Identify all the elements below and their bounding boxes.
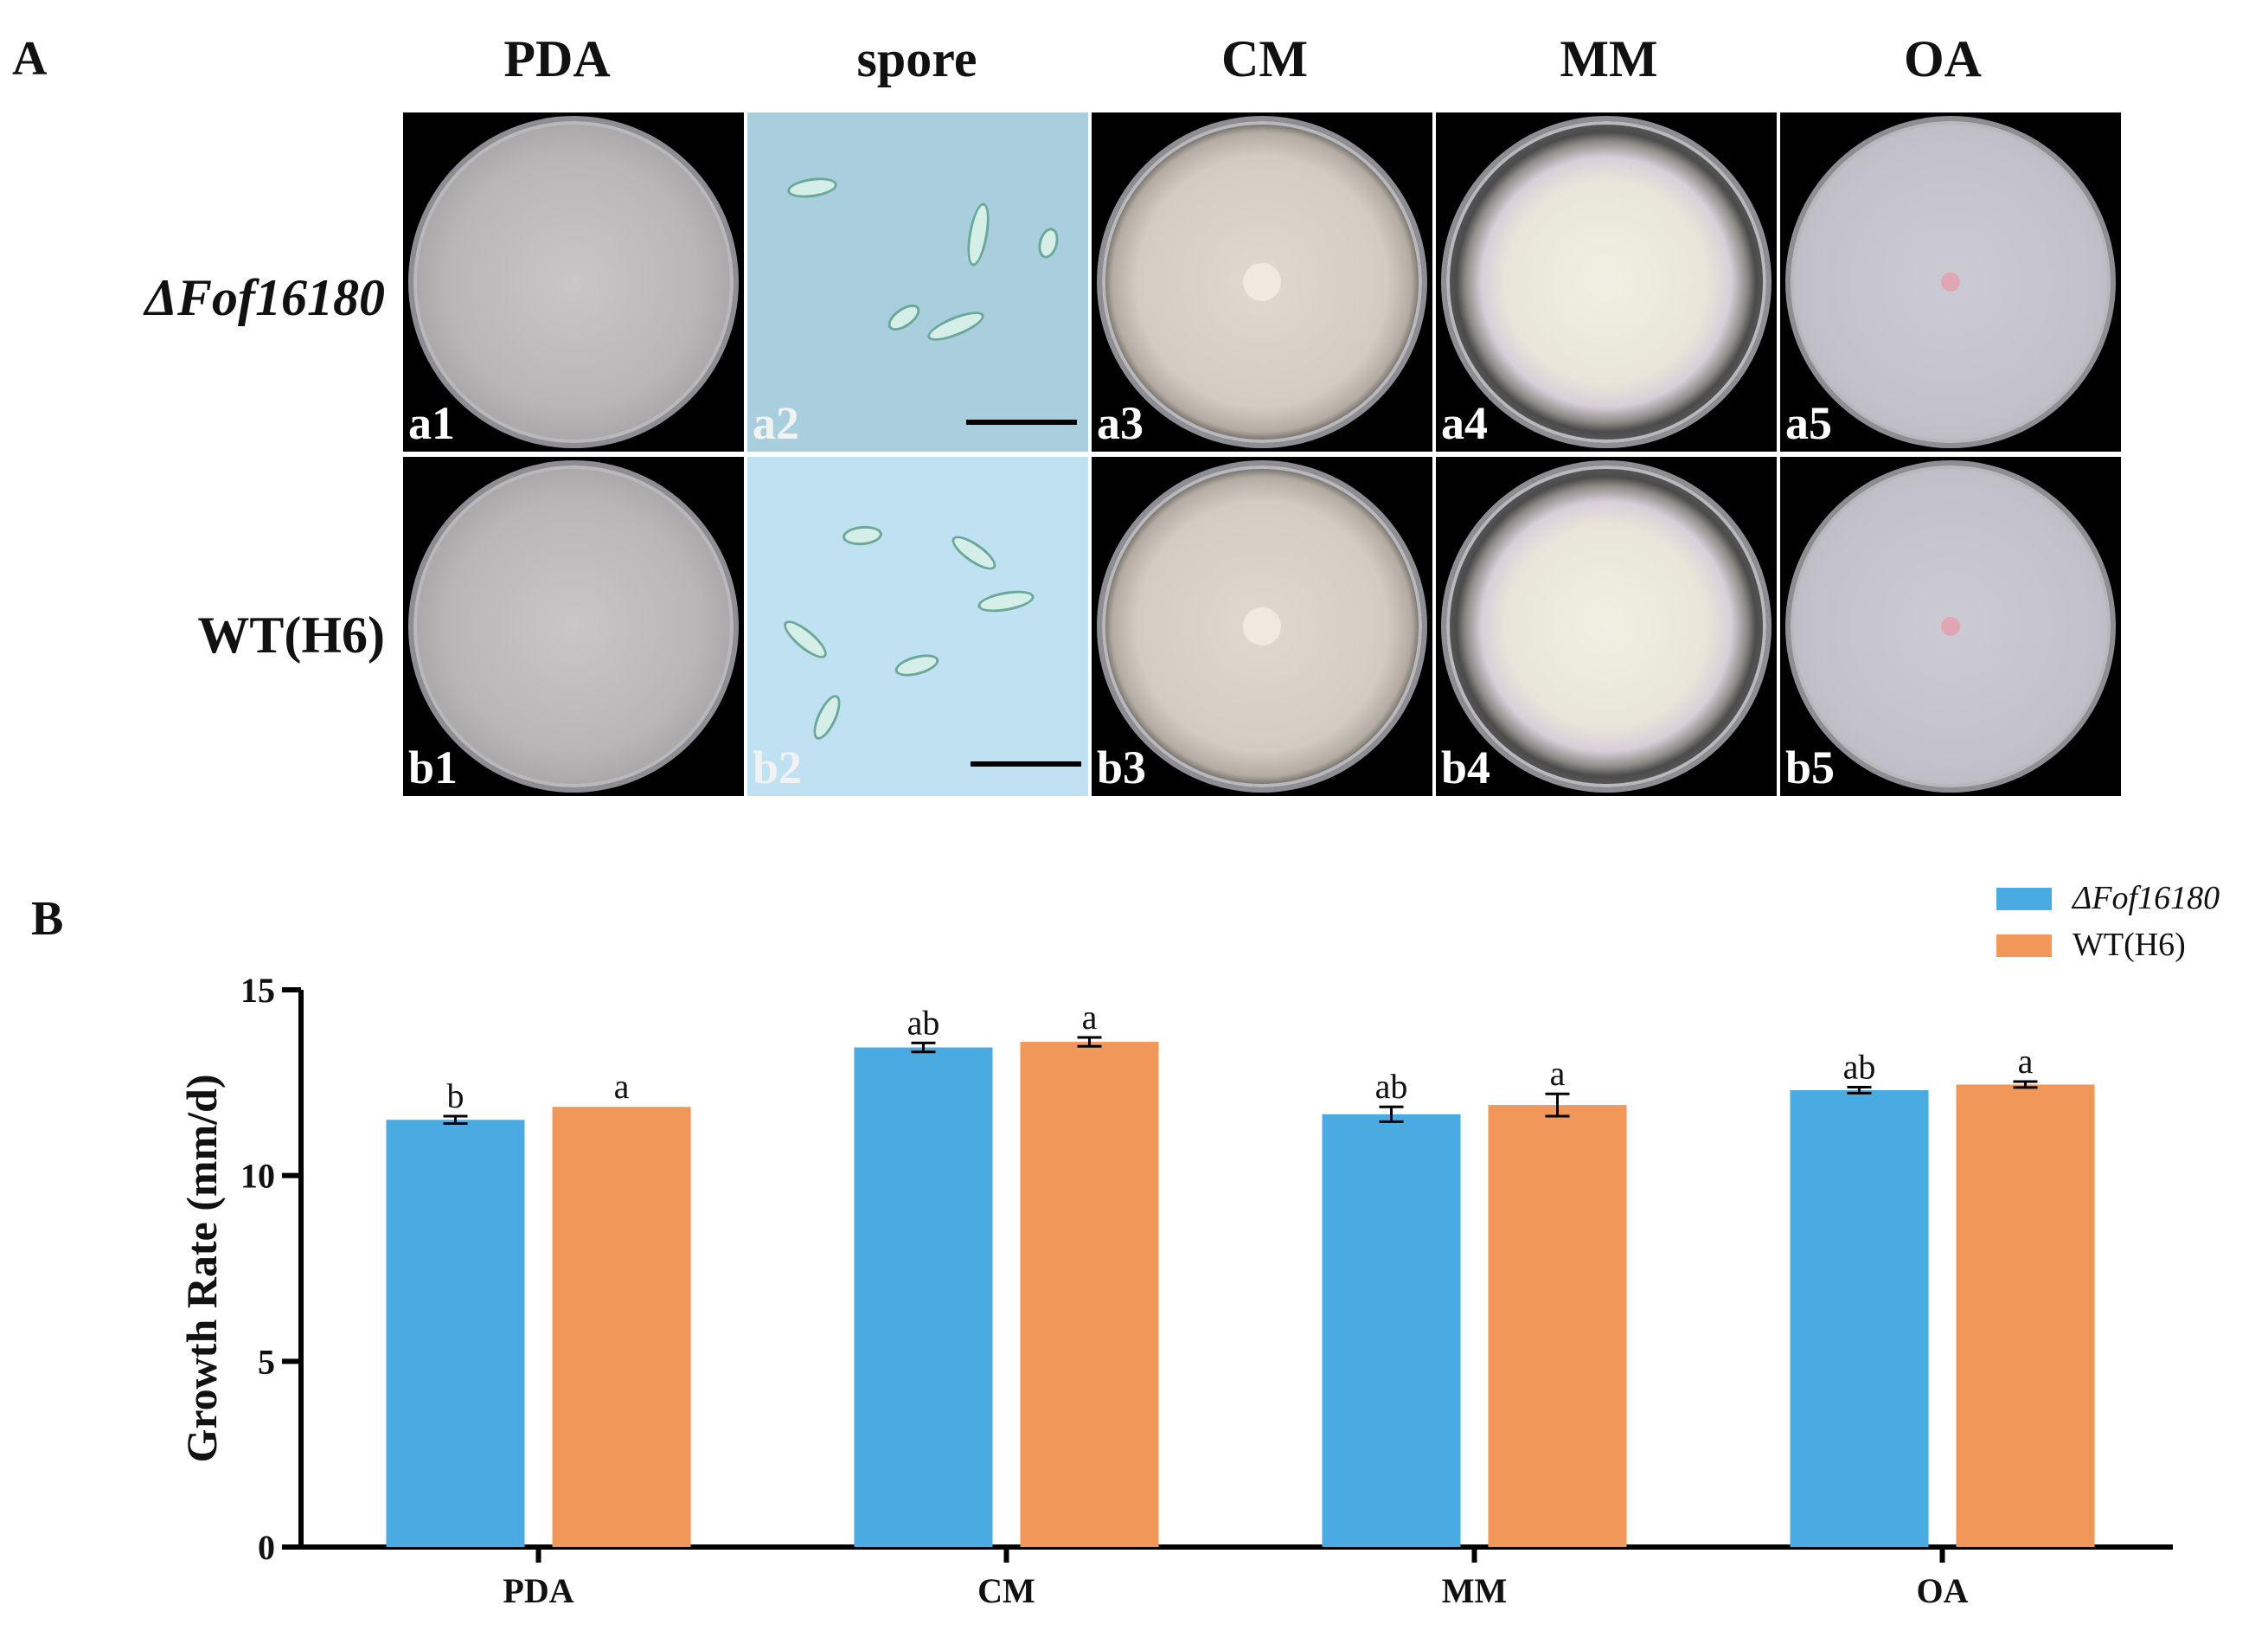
tile-b2-spore-micrograph: b2 bbox=[747, 457, 1088, 796]
legend-swatch-mutant bbox=[1996, 888, 2052, 910]
significance-letter: ab bbox=[1843, 1047, 1876, 1086]
tile-label: b3 bbox=[1097, 742, 1147, 793]
x-category-label: CM bbox=[977, 1571, 1035, 1610]
scale-bar bbox=[966, 420, 1077, 425]
significance-letter: a bbox=[1082, 998, 1098, 1037]
bar-oa-series-2 bbox=[1956, 1084, 2095, 1547]
inoculum-plug bbox=[1243, 263, 1281, 301]
bar-oa-series-1 bbox=[1790, 1089, 1929, 1547]
tile-label: a2 bbox=[753, 397, 799, 449]
culture-dish bbox=[1102, 465, 1422, 787]
bar-mm-series-2 bbox=[1488, 1105, 1627, 1547]
tile-label: b2 bbox=[753, 742, 803, 793]
significance-letter: a bbox=[614, 1067, 630, 1106]
panel-b-letter: B bbox=[31, 892, 64, 946]
inoculum-plug bbox=[1941, 617, 1960, 636]
inoculum-plug bbox=[1941, 273, 1960, 292]
culture-dish bbox=[1446, 465, 1766, 787]
tile-a4-mm-plate: a4 bbox=[1436, 112, 1777, 452]
tile-label: b4 bbox=[1441, 742, 1491, 793]
tile-label: a4 bbox=[1441, 397, 1488, 449]
significance-letter: ab bbox=[1375, 1067, 1408, 1106]
legend-label-mutant: ΔFof16180 bbox=[2073, 880, 2220, 916]
culture-dish bbox=[1791, 121, 2111, 443]
y-axis-title: Growth Rate (mm/d) bbox=[177, 1075, 226, 1463]
y-tick-label: 10 bbox=[240, 1157, 275, 1196]
culture-dish bbox=[1446, 121, 1766, 443]
tile-a3-cm-plate: a3 bbox=[1092, 112, 1432, 452]
tile-a5-oa-plate: a5 bbox=[1780, 112, 2121, 452]
tile-a1-pda-plate: a1 bbox=[403, 112, 744, 452]
bar-cm-series-1 bbox=[854, 1047, 993, 1547]
y-tick-label: 0 bbox=[258, 1528, 275, 1567]
legend-label-wild-type: WT(H6) bbox=[2073, 927, 2186, 963]
y-tick-label: 15 bbox=[240, 971, 275, 1010]
legend-swatch-wild-type bbox=[1996, 934, 2052, 957]
row-label-wild-type: WT(H6) bbox=[197, 607, 385, 664]
x-category-label: OA bbox=[1917, 1571, 1969, 1610]
significance-letter: b bbox=[447, 1076, 464, 1115]
column-header-oa: OA bbox=[1904, 30, 1982, 87]
column-header-pda: PDA bbox=[503, 30, 611, 87]
tile-label: a5 bbox=[1785, 397, 1832, 449]
bar-pda-series-1 bbox=[386, 1120, 525, 1547]
row-label-mutant: ΔFof16180 bbox=[144, 269, 385, 326]
tile-b1-pda-plate: b1 bbox=[403, 457, 744, 796]
tile-label: a3 bbox=[1097, 397, 1144, 449]
column-header-cm: CM bbox=[1221, 30, 1308, 87]
bar-pda-series-2 bbox=[552, 1107, 691, 1547]
scale-bar bbox=[971, 761, 1081, 767]
panel-a-letter: A bbox=[12, 32, 48, 86]
tile-b3-cm-plate: b3 bbox=[1092, 457, 1432, 796]
culture-dish bbox=[1102, 121, 1422, 443]
y-tick-label: 5 bbox=[258, 1342, 275, 1381]
culture-dish bbox=[1791, 465, 2111, 787]
column-header-mm: MM bbox=[1560, 30, 1658, 87]
tile-label: b1 bbox=[408, 742, 458, 793]
culture-dish bbox=[413, 465, 734, 787]
significance-letter: ab bbox=[907, 1003, 940, 1042]
tile-b4-mm-plate: b4 bbox=[1436, 457, 1777, 796]
column-header-spore: spore bbox=[856, 30, 977, 87]
culture-dish bbox=[413, 121, 734, 443]
significance-letter: a bbox=[2018, 1042, 2034, 1081]
tile-label: b5 bbox=[1785, 742, 1836, 793]
inoculum-plug bbox=[1243, 607, 1281, 645]
tile-a2-spore-micrograph: a2 bbox=[747, 112, 1088, 452]
bar-cm-series-2 bbox=[1020, 1042, 1159, 1547]
bar-mm-series-1 bbox=[1322, 1114, 1461, 1547]
tile-b5-oa-plate: b5 bbox=[1780, 457, 2121, 796]
x-category-label: MM bbox=[1442, 1571, 1508, 1610]
significance-letter: a bbox=[1550, 1054, 1566, 1093]
x-category-label: PDA bbox=[503, 1571, 573, 1610]
tile-label: a1 bbox=[408, 397, 455, 449]
